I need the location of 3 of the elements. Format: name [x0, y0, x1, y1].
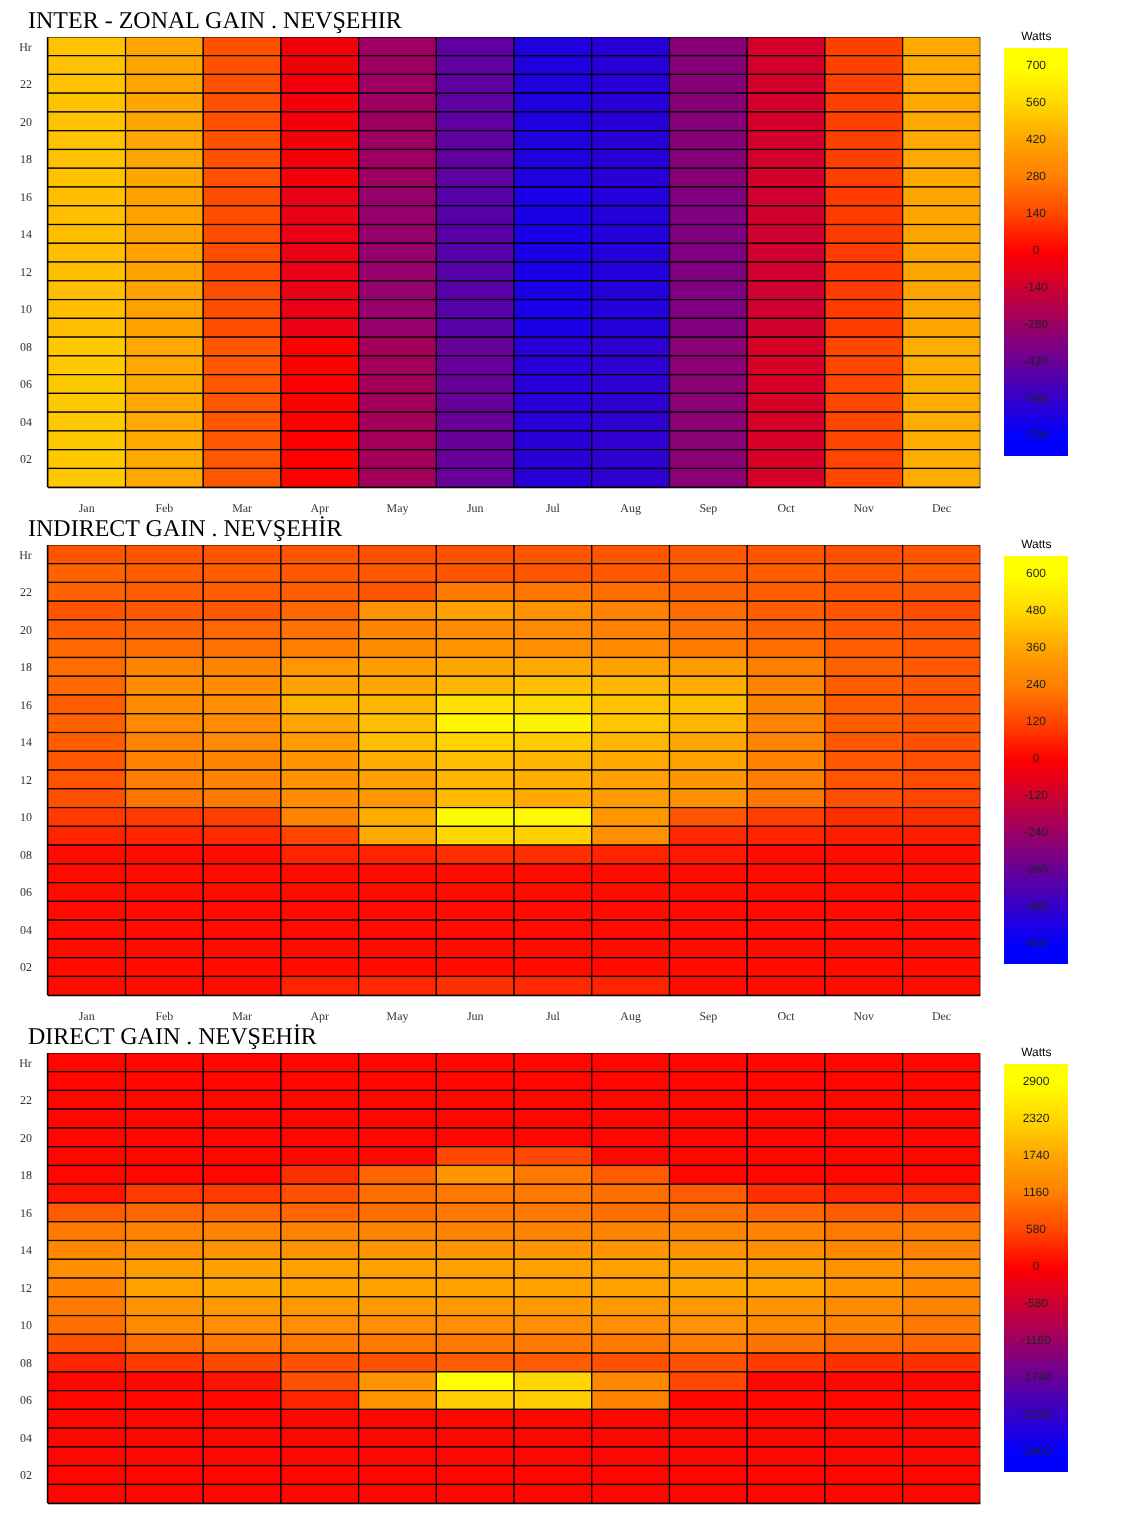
- chart-title: INDIRECT GAIN . NEVŞEHİR: [26, 514, 345, 542]
- chart-title: INTER - ZONAL GAIN . NEVŞEHIR: [26, 6, 404, 34]
- chart-title: DIRECT GAIN . NEVŞEHİR: [26, 1022, 317, 1050]
